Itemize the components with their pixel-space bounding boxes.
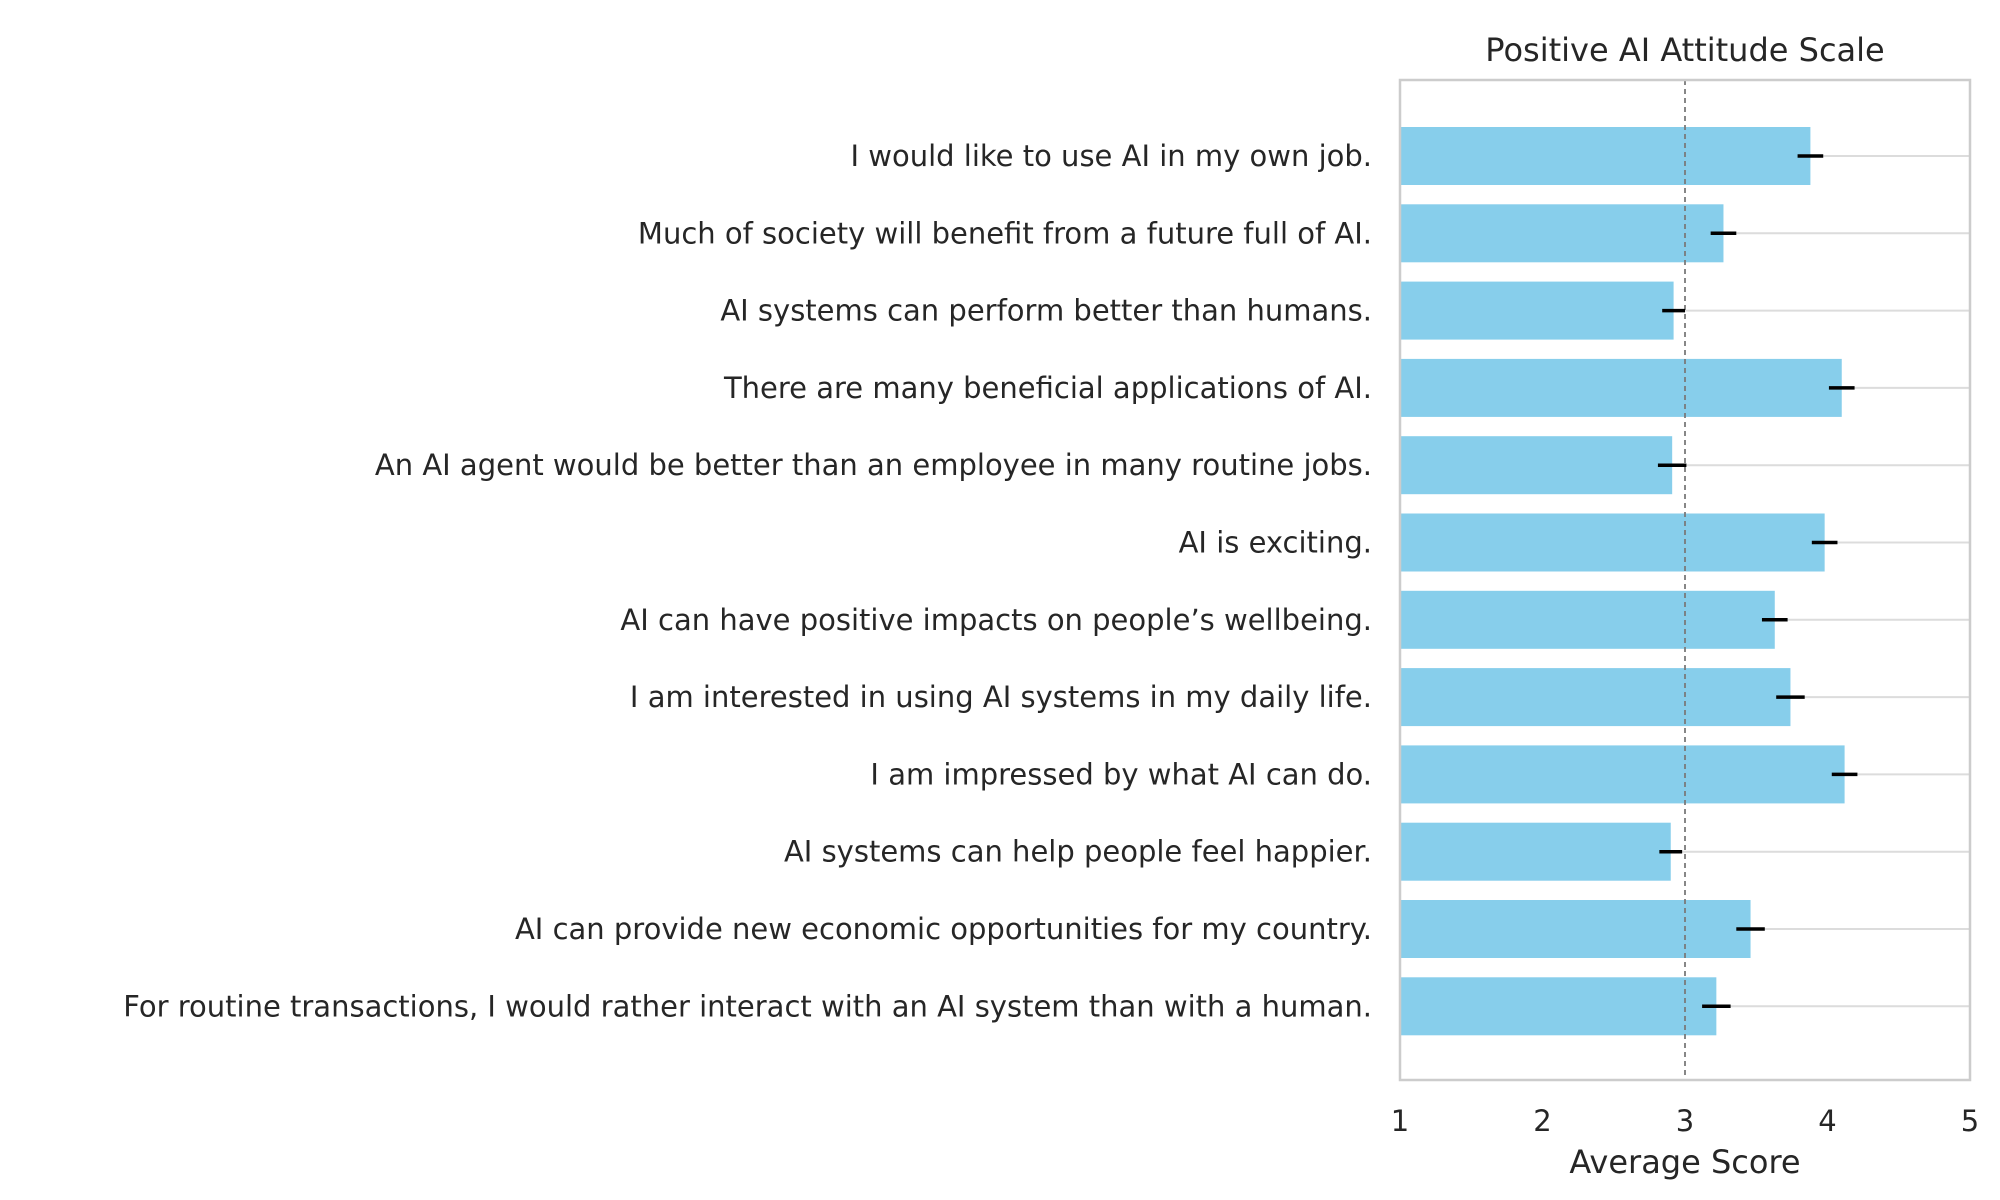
bar [1400, 668, 1791, 727]
category-label: I am interested in using AI systems in m… [630, 680, 1372, 714]
bar [1400, 358, 1842, 417]
category-label: AI can have positive impacts on people’s… [620, 603, 1372, 637]
x-axis-title: Average Score [1569, 1143, 1800, 1181]
bar [1400, 281, 1674, 340]
category-label: AI systems can help people feel happier. [784, 835, 1372, 869]
category-label: An AI agent would be better than an empl… [375, 448, 1372, 482]
chart-title: Positive AI Attitude Scale [1485, 31, 1884, 69]
bar [1400, 977, 1717, 1036]
error-bars [1657, 154, 1858, 1009]
category-label: There are many beneficial applications o… [723, 371, 1372, 405]
category-label: Much of society will benefit from a futu… [638, 216, 1372, 250]
x-tick-label: 1 [1391, 1104, 1409, 1138]
bar [1400, 204, 1724, 263]
x-tick-label: 5 [1961, 1104, 1979, 1138]
bars [1400, 127, 1845, 1036]
category-label: AI can provide new economic opportunitie… [515, 912, 1372, 946]
bar [1400, 900, 1751, 958]
bar [1400, 127, 1811, 185]
x-tick-label: 4 [1818, 1104, 1836, 1138]
x-tick-label: 2 [1533, 1104, 1551, 1138]
bar [1400, 590, 1775, 649]
bar [1400, 822, 1671, 881]
plot-frame-border [1398, 78, 1972, 1082]
category-label: I am impressed by what AI can do. [870, 757, 1372, 791]
category-label: AI is exciting. [1179, 526, 1372, 560]
category-label: I would like to use AI in my own job. [851, 139, 1373, 173]
bar [1400, 436, 1673, 495]
category-labels: I would like to use AI in my own job. Muc… [123, 139, 1372, 1023]
bar [1400, 513, 1825, 572]
category-label: AI systems can perform better than human… [720, 294, 1372, 328]
bar [1400, 745, 1845, 804]
category-label: For routine transactions, I would rather… [123, 989, 1372, 1023]
x-tick-labels: 1 2 3 4 5 [1391, 1104, 1979, 1138]
x-tick-label: 3 [1676, 1104, 1694, 1138]
plot-frame [1398, 78, 1972, 1082]
